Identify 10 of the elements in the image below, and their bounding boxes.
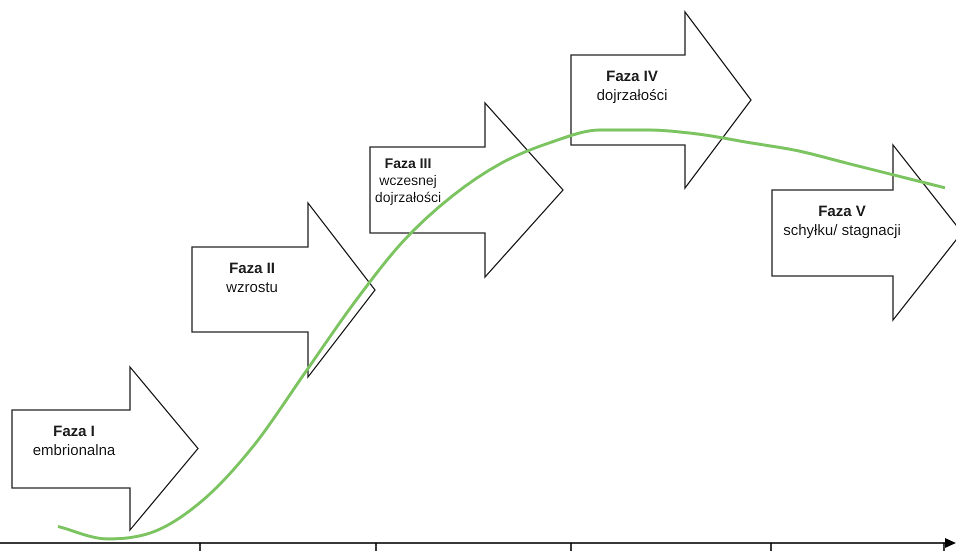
annotation: Faza II <box>228 259 276 278</box>
text: Faza IV <box>605 67 659 86</box>
annotation: Faza III <box>384 155 432 172</box>
text: dojrzałości <box>596 87 668 104</box>
annotation: wczesnej dojrzałości <box>374 172 442 205</box>
annotation: embrionalna <box>32 442 116 459</box>
annotation: Faza V <box>817 202 867 221</box>
annotation: schyłku/ stagnacji <box>783 222 901 239</box>
annotation: Faza I <box>52 422 96 441</box>
annotation: wzrostu <box>226 279 278 296</box>
